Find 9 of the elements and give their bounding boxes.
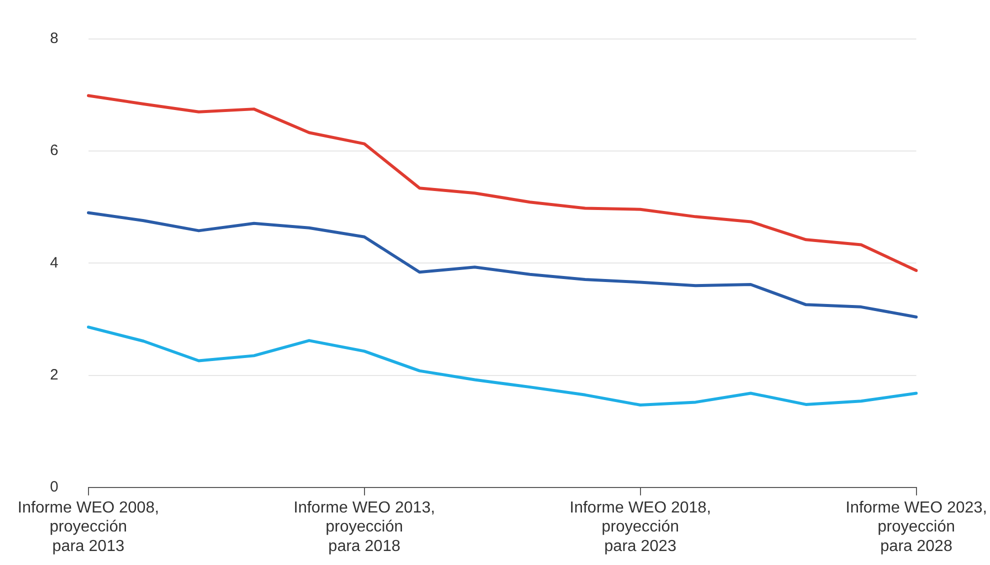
x-tick-label: Informe WEO 2013, proyección para 2018	[294, 499, 436, 555]
y-tick-label: 4	[50, 254, 58, 272]
y-tick-label: 0	[50, 478, 58, 496]
x-tick-label: Informe WEO 2018, proyección para 2023	[570, 499, 712, 555]
x-tick-label: Informe WEO 2023, proyección para 2028	[846, 499, 987, 555]
y-tick-label: 6	[50, 142, 58, 160]
x-tick-label: Informe WEO 2008, proyección para 2013	[18, 499, 160, 555]
y-tick-label: 8	[50, 30, 58, 48]
y-tick-label: 2	[50, 366, 58, 384]
